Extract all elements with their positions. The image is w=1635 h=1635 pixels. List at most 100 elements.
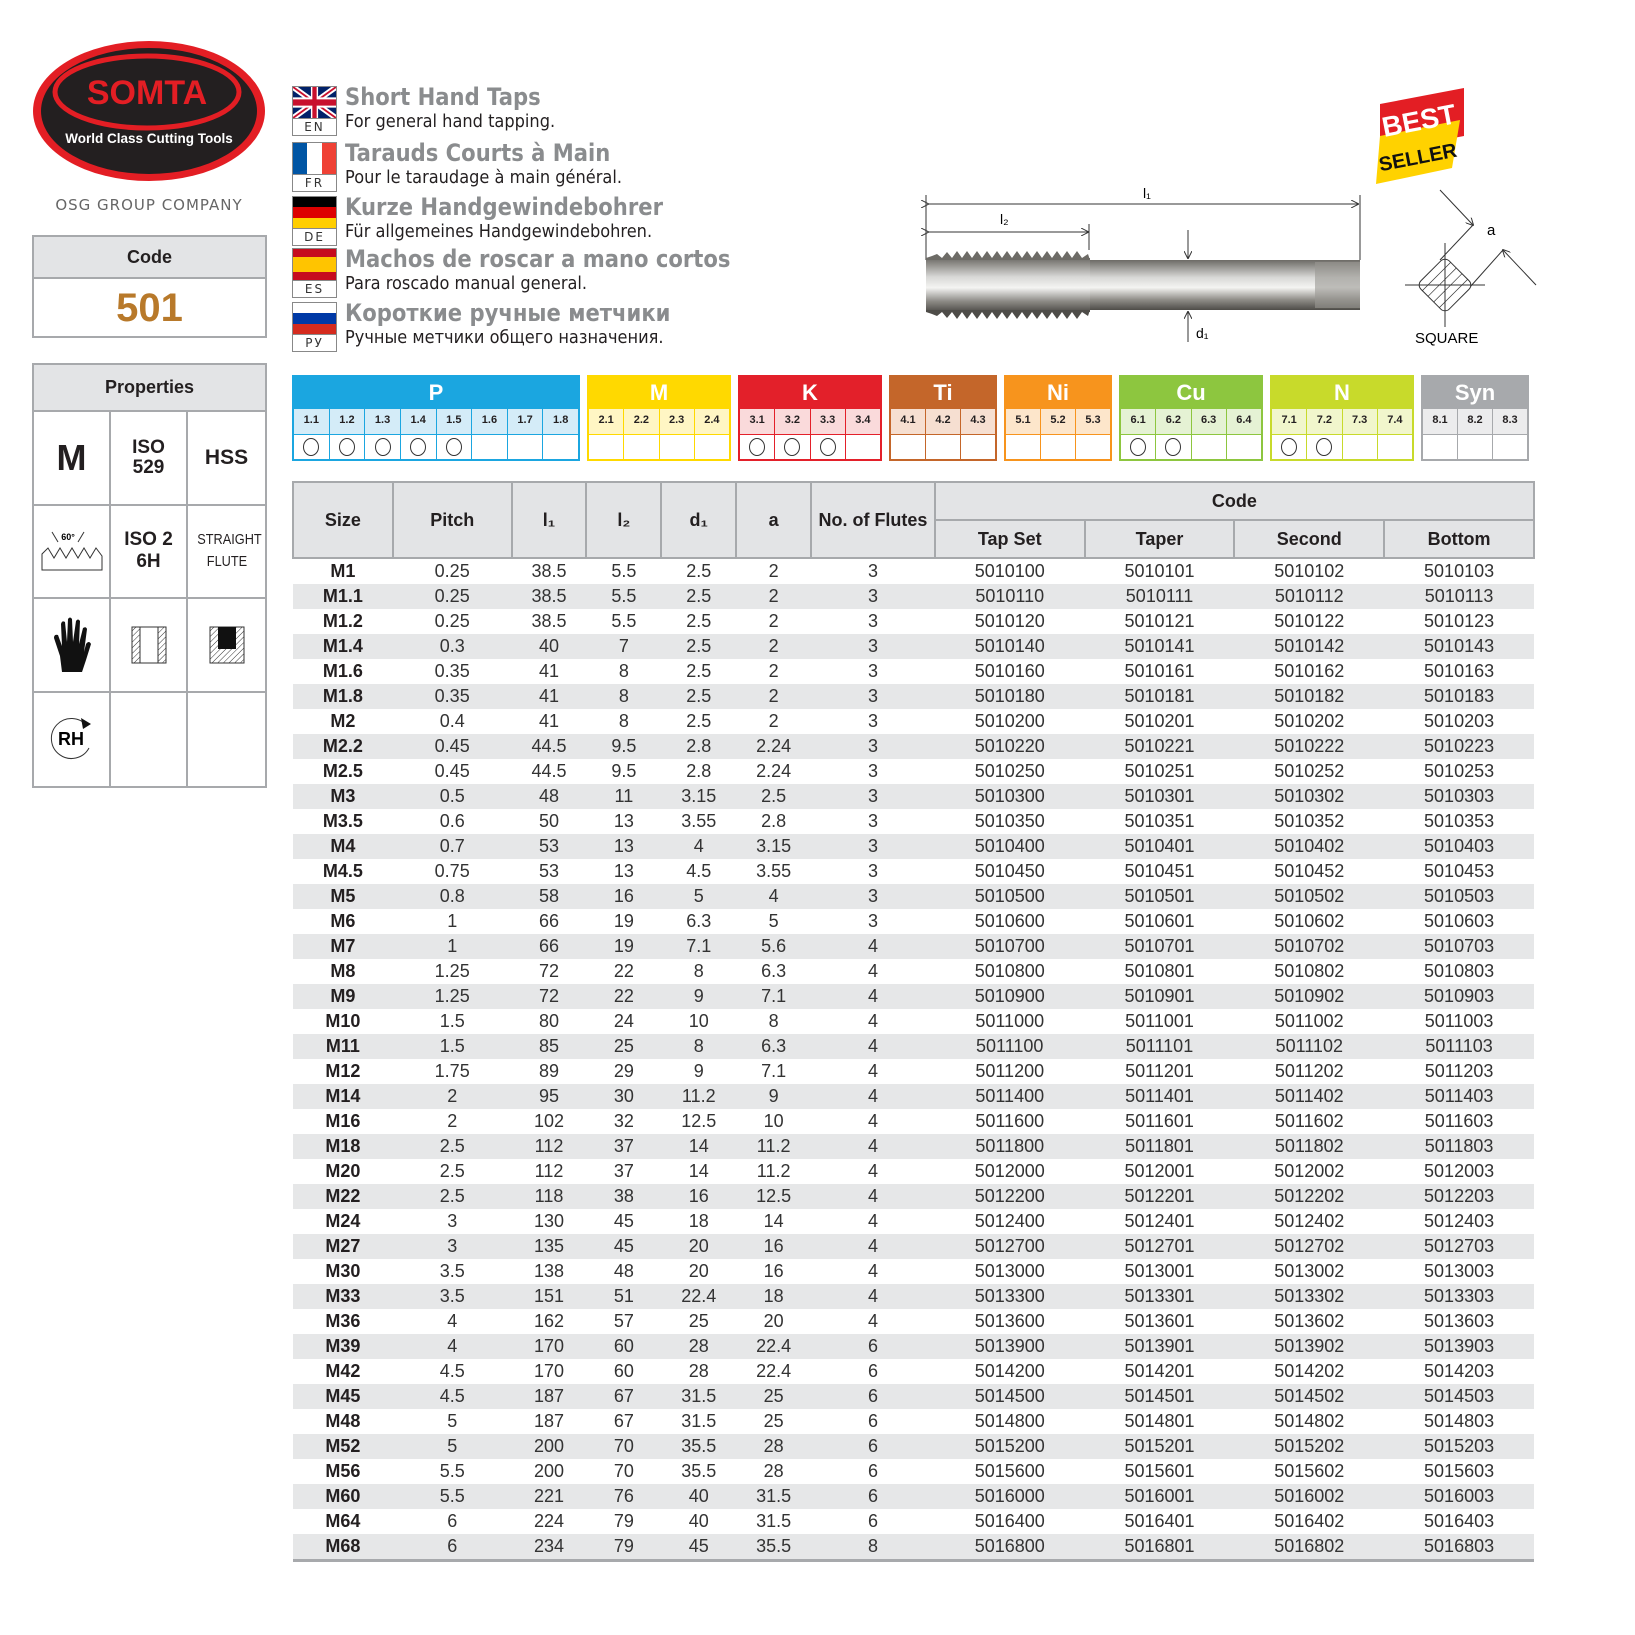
cell-size: M42 <box>325 1361 361 1381</box>
cell-flutes: 3 <box>867 661 878 681</box>
table-row: M24 3 130 45 18 14 4 5012400 5012401 5012402 50124… <box>293 1209 1534 1234</box>
cell-size: M1.8 <box>293 684 393 709</box>
cell-l1: 95 <box>511 1084 587 1109</box>
cell-bottom: 5016803 <box>1384 1534 1534 1562</box>
cell-a: 3.15 <box>736 834 812 859</box>
through-hole-cell <box>111 599 188 693</box>
cell-a: 22.4 <box>756 1361 792 1381</box>
cell-l2: 7 <box>586 634 662 659</box>
cell-a: 31.5 <box>756 1511 792 1531</box>
cell-pitch: 0.4 <box>439 711 465 731</box>
cell-bottom: 5010113 <box>1384 584 1534 609</box>
suitable-circle-icon <box>338 438 355 456</box>
cell-taper: 5016401 <box>1124 1511 1195 1531</box>
suitability-cell <box>1006 434 1041 459</box>
header-size: Size <box>292 481 394 559</box>
cell-bottom: 5010163 <box>1424 661 1495 681</box>
header-tap-set: Tap Set <box>933 519 1086 559</box>
cell-size: M2 <box>330 711 356 731</box>
cell-flutes: 3 <box>811 584 935 609</box>
cell-l1: 170 <box>511 1334 587 1359</box>
cell-bottom: 5016003 <box>1384 1484 1534 1509</box>
material-subgroup: 4.2 <box>926 409 961 434</box>
cell-flutes: 4 <box>811 1134 935 1159</box>
cell-taper: 5010101 <box>1124 561 1195 581</box>
cell-l2: 37 <box>613 1161 634 1181</box>
cell-size: M16 <box>325 1111 361 1131</box>
cell-tap-set: 5011100 <box>934 1034 1085 1059</box>
cell-pitch: 1.75 <box>434 1061 470 1081</box>
cell-pitch: 0.35 <box>392 684 512 709</box>
cell-size: M20 <box>325 1161 361 1181</box>
cell-tap-set: 5010800 <box>974 961 1045 981</box>
cell-flutes: 4 <box>867 1311 878 1331</box>
cell-tap-set: 5010400 <box>934 834 1085 859</box>
cell-pitch: 0.3 <box>392 634 512 659</box>
cell-second: 5016802 <box>1234 1534 1385 1562</box>
cell-pitch: 5.5 <box>392 1484 512 1509</box>
cell-a: 5 <box>768 911 779 931</box>
cell-taper: 5011101 <box>1084 1034 1235 1059</box>
cell-a: 6.3 <box>736 1034 812 1059</box>
suitable-circle-icon <box>410 438 427 456</box>
cell-l1: 138 <box>534 1261 565 1281</box>
material-subgroup: 1.8 <box>543 409 578 434</box>
language-block-4: РУ Короткие ручные метчики Ручные метчик… <box>292 299 892 352</box>
cell-l1: 187 <box>511 1384 587 1409</box>
cell-bottom: 5010353 <box>1424 811 1495 831</box>
cell-l2: 48 <box>613 1261 634 1281</box>
cell-size: M33 <box>293 1284 393 1309</box>
material-subgroup: 4.3 <box>961 409 995 434</box>
language-block-1: FR Tarauds Courts à Main Pour le tarauda… <box>292 139 892 192</box>
cell-l1: 50 <box>539 811 560 831</box>
cell-bottom: 5013003 <box>1424 1261 1495 1281</box>
cell-tap-set: 5010110 <box>934 584 1085 609</box>
product-title: Tarauds Courts à Main <box>345 139 611 167</box>
suitability-cell <box>891 434 926 459</box>
cell-l1: 224 <box>534 1511 565 1531</box>
table-row: M8 1.25 72 22 8 6.3 4 5010800 5010801 5010802 5010… <box>293 959 1534 984</box>
cell-second: 5013602 <box>1274 1311 1345 1331</box>
cell-l2: 79 <box>613 1511 634 1531</box>
cell-l2: 9.5 <box>586 734 662 759</box>
cell-size: M1.1 <box>293 584 393 609</box>
cell-l2: 8 <box>618 661 629 681</box>
cell-taper: 5014801 <box>1124 1411 1195 1431</box>
cell-second: 5010502 <box>1234 884 1385 909</box>
cell-size: M14 <box>293 1084 393 1109</box>
cell-a: 22.4 <box>736 1334 812 1359</box>
material-group-ti: Ti 4.1 4.2 4.3 <box>889 375 997 461</box>
cell-bottom: 5010403 <box>1384 834 1534 859</box>
cell-a: 25 <box>736 1384 812 1409</box>
cell-a: 9 <box>736 1084 812 1109</box>
tap-drawing: l₁ l₂ d₁ <box>920 180 1370 350</box>
cell-a: 2 <box>768 561 779 581</box>
cell-bottom: 5010123 <box>1424 611 1495 631</box>
table-row: M14 2 95 30 11.2 9 4 5011400 5011401 5011402 50114… <box>293 1084 1534 1109</box>
cell-a: 25 <box>763 1411 784 1431</box>
cell-flutes: 6 <box>867 1411 878 1431</box>
cell-a: 11.2 <box>756 1161 791 1181</box>
cell-size: M64 <box>325 1511 361 1531</box>
flag-icon: EN <box>292 84 337 136</box>
suitability-cell <box>775 434 811 459</box>
cell-a: 2 <box>768 661 779 681</box>
material-subgroup: 6.2 <box>1156 409 1192 434</box>
cell-a: 7.1 <box>736 984 812 1009</box>
table-row: M1.1 0.25 38.5 5.5 2.5 2 3 5010110 5010111 501011… <box>293 584 1534 609</box>
cell-d1: 2.5 <box>661 584 737 609</box>
suitable-circle-icon <box>1165 438 1182 456</box>
suitability-cell <box>1458 434 1493 459</box>
cell-second: 5010302 <box>1234 784 1385 809</box>
suitability-cell <box>1307 434 1343 459</box>
cell-a: 2 <box>736 684 812 709</box>
cell-tap-set: 5010140 <box>934 634 1085 659</box>
material-cell: HSS <box>188 412 265 506</box>
cell-l1: 66 <box>511 934 587 959</box>
table-row: M5 0.8 58 16 5 4 3 5010500 5010501 5010502 5010503 <box>293 884 1534 909</box>
cell-l1: 58 <box>511 884 587 909</box>
cell-tap-set: 5013600 <box>974 1311 1045 1331</box>
empty-cell <box>111 692 188 786</box>
cell-pitch: 0.6 <box>439 811 465 831</box>
cell-size: M11 <box>293 1034 393 1059</box>
